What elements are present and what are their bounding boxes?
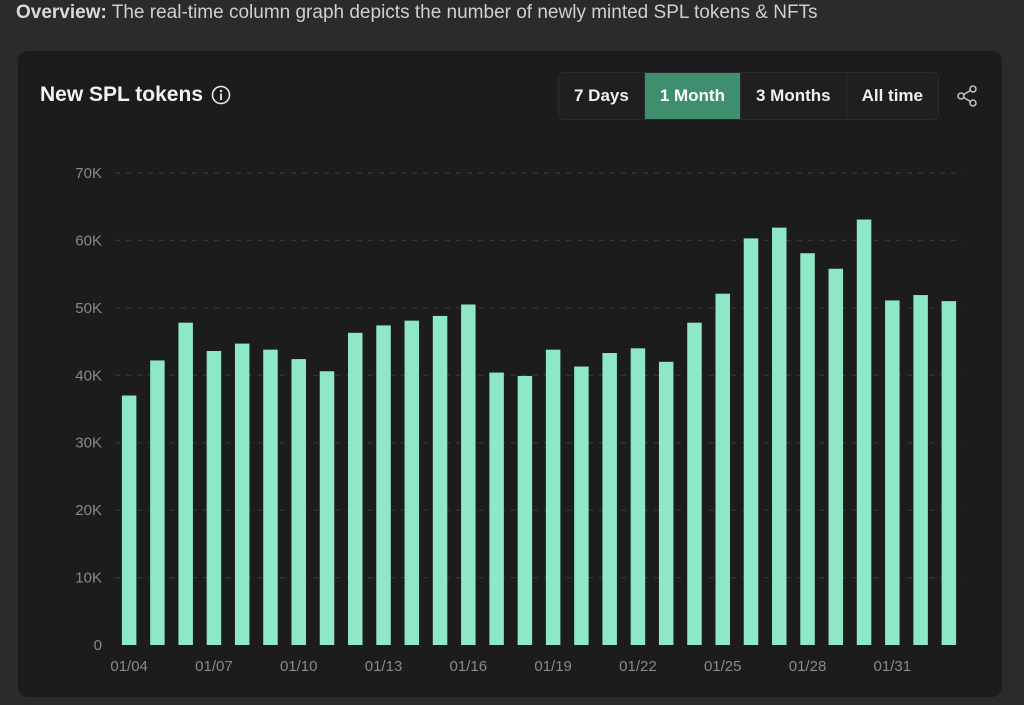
- bar[interactable]: [885, 300, 900, 645]
- tab-1-month[interactable]: 1 Month: [644, 73, 741, 119]
- bar[interactable]: [941, 301, 957, 645]
- bar[interactable]: [630, 348, 646, 645]
- grid-layer: [115, 172, 963, 579]
- bar[interactable]: [319, 371, 335, 645]
- bar[interactable]: [348, 332, 363, 645]
- bar[interactable]: [121, 395, 137, 645]
- time-range-tabs: 7 Days 1 Month 3 Months All time: [558, 72, 939, 120]
- overview-text: Overview: The real-time column graph dep…: [16, 2, 818, 24]
- bar[interactable]: [376, 325, 391, 645]
- y-tick-label: 30K: [75, 435, 102, 452]
- bar[interactable]: [489, 372, 504, 645]
- x-tick-label: 01/13: [365, 658, 403, 675]
- share-icon[interactable]: [955, 84, 979, 108]
- overview-description: The real-time column graph depicts the n…: [106, 2, 818, 23]
- bar[interactable]: [687, 322, 702, 645]
- label-layer: 0 10K 20K 30K 40K 50K 60K 70K 01/04 01/07 01/10 01/…: [75, 165, 911, 675]
- bar[interactable]: [432, 315, 448, 645]
- x-tick-label: 01/22: [619, 658, 657, 675]
- x-tick-label: 01/10: [280, 658, 318, 675]
- y-tick-label: 10K: [75, 570, 102, 587]
- chart-title: New SPL tokens: [40, 83, 231, 107]
- y-tick-label: 50K: [75, 300, 102, 317]
- bar[interactable]: [800, 253, 815, 646]
- overview-label: Overview:: [16, 2, 107, 23]
- y-tick-label: 40K: [75, 367, 102, 384]
- x-tick-label: 01/07: [195, 658, 233, 675]
- bar[interactable]: [206, 351, 222, 645]
- bar[interactable]: [574, 366, 589, 645]
- bar[interactable]: [404, 320, 420, 645]
- bar[interactable]: [545, 349, 561, 645]
- y-tick-label: 70K: [75, 165, 102, 182]
- tab-3-months[interactable]: 3 Months: [741, 73, 847, 119]
- chart-title-text: New SPL tokens: [40, 83, 203, 106]
- bar[interactable]: [828, 268, 844, 645]
- x-tick-label: 01/25: [704, 658, 742, 675]
- x-tick-label: 01/31: [874, 658, 912, 675]
- x-tick-label: 01/19: [534, 658, 572, 675]
- bar-chart: 0 10K 20K 30K 40K 50K 60K 70K 01/04 01/07 01/10 01/…: [75, 165, 963, 675]
- bar[interactable]: [856, 219, 872, 646]
- x-tick-label: 01/04: [110, 658, 148, 675]
- bar[interactable]: [772, 227, 787, 646]
- bar[interactable]: [517, 375, 533, 645]
- bar[interactable]: [743, 238, 759, 646]
- bar[interactable]: [602, 353, 617, 645]
- y-tick-label: 0: [94, 637, 102, 654]
- bar[interactable]: [291, 359, 306, 645]
- chart-card: New SPL tokens 7 Days 1 Month 3 Months A…: [18, 51, 1002, 697]
- tab-all-time[interactable]: All time: [861, 86, 923, 105]
- bar[interactable]: [461, 304, 476, 645]
- bar[interactable]: [913, 295, 928, 645]
- bar[interactable]: [150, 360, 165, 645]
- y-tick-label: 60K: [75, 232, 102, 249]
- bar[interactable]: [178, 322, 193, 645]
- bar[interactable]: [263, 349, 278, 645]
- tab-7-days[interactable]: 7 Days: [559, 73, 645, 119]
- bar[interactable]: [658, 361, 674, 645]
- x-tick-label: 01/28: [789, 658, 827, 675]
- bar[interactable]: [715, 293, 730, 645]
- y-tick-label: 20K: [75, 502, 102, 519]
- x-tick-label: 01/16: [450, 658, 488, 675]
- bar[interactable]: [234, 343, 250, 645]
- info-circle-icon[interactable]: [211, 85, 231, 105]
- bar-layer: [121, 219, 957, 646]
